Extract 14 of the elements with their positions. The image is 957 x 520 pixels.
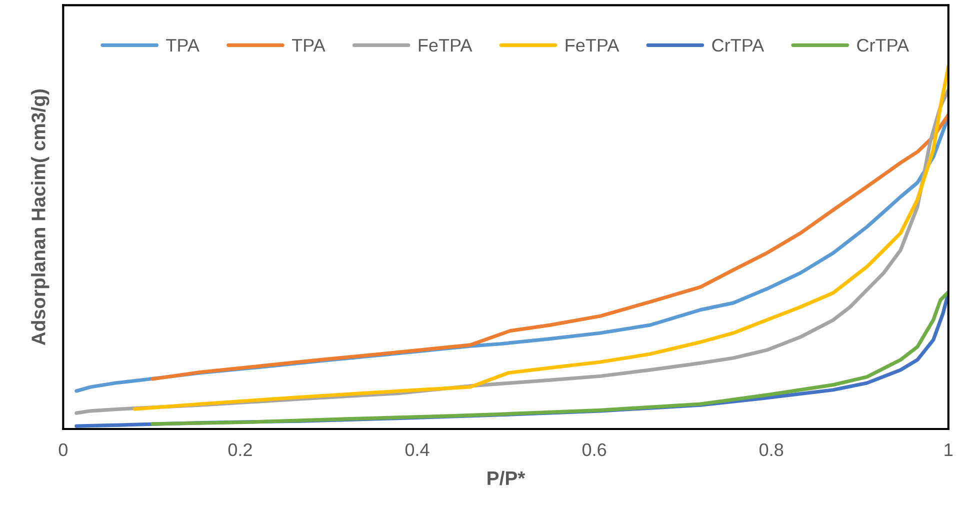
legend-label: TPA: [292, 39, 326, 52]
legend-label: FeTPA: [418, 39, 472, 52]
x-tick-label: 0: [58, 443, 68, 456]
x-tick-label: 0.4: [405, 443, 430, 456]
x-axis-title: P/P*: [488, 470, 526, 486]
x-tick-label: 0.6: [582, 443, 606, 456]
x-tick-label: 1: [944, 444, 953, 456]
legend-label: CrTPA: [857, 38, 910, 52]
x-tick-label: 0.8: [760, 443, 784, 456]
x-tick-label: 0.2: [228, 443, 252, 456]
legend-label: TPA: [166, 39, 200, 52]
legend-label: CrTPA: [712, 38, 764, 52]
legend-label: FeTPA: [566, 39, 620, 52]
y-axis-title: Adsorplanan Hacim( cm3/g): [31, 89, 50, 346]
